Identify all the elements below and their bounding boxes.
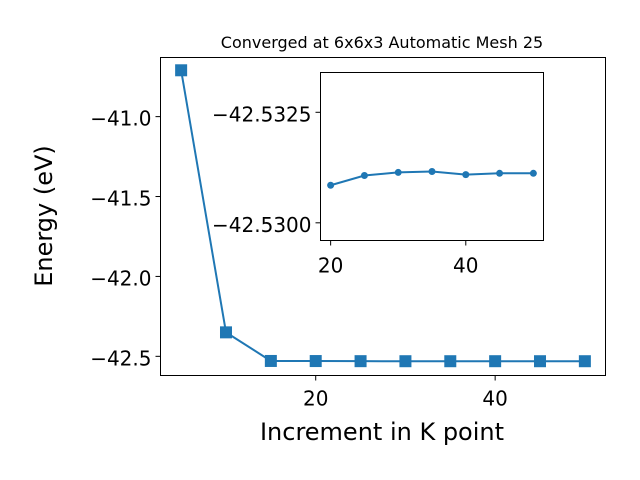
main-data-point: [354, 355, 367, 368]
chart-title: Converged at 6x6x3 Automatic Mesh 25: [221, 33, 543, 52]
inset-y-tick-label: −42.5300: [212, 213, 311, 237]
main-data-point: [219, 326, 232, 339]
main-data-point: [175, 64, 188, 77]
y-axis-label: Energy (eV): [30, 145, 58, 287]
main-axes: Converged at 6x6x3 Automatic Mesh 25 20 4…: [30, 33, 606, 446]
main-y-tick-label: −42.0: [90, 266, 151, 290]
inset-x-tick-label: 40: [453, 254, 478, 278]
main-data-point: [399, 355, 412, 368]
inset-data-point: [496, 169, 504, 177]
main-x-tick-label: 20: [303, 387, 328, 411]
main-data-point: [444, 355, 457, 368]
main-y-tick-label: −41.0: [90, 107, 151, 131]
inset-data-point: [529, 169, 537, 177]
inset-axes: 20 40 −42.5325 −42.5300: [212, 72, 544, 278]
main-series: [175, 64, 591, 368]
inset-ticks: 20 40 −42.5325 −42.5300: [212, 102, 478, 277]
main-data-point: [264, 354, 277, 367]
inset-data-point: [428, 168, 436, 176]
main-data-point: [534, 355, 547, 368]
main-x-tick-label: 40: [482, 387, 507, 411]
inset-data-point: [327, 181, 335, 189]
inset-plot-frame: [320, 72, 544, 241]
inset-series: [327, 168, 537, 189]
inset-data-point: [394, 168, 402, 176]
main-data-point: [578, 355, 591, 368]
main-ticks: 20 40 −41.0 −41.5 −42.0 −42.5: [90, 107, 508, 411]
main-plot-frame: [160, 57, 606, 376]
inset-y-tick-label: −42.5325: [212, 102, 311, 126]
inset-x-tick-label: 20: [318, 254, 343, 278]
main-data-point: [489, 355, 502, 368]
main-data-point: [309, 355, 322, 368]
inset-data-point: [360, 172, 368, 180]
inset-background: [320, 72, 544, 240]
x-axis-label: Increment in K point: [260, 418, 504, 446]
main-y-tick-label: −41.5: [90, 187, 151, 211]
main-y-tick-label: −42.5: [90, 346, 151, 370]
inset-data-point: [462, 171, 470, 179]
main-series-line: [180, 70, 585, 363]
